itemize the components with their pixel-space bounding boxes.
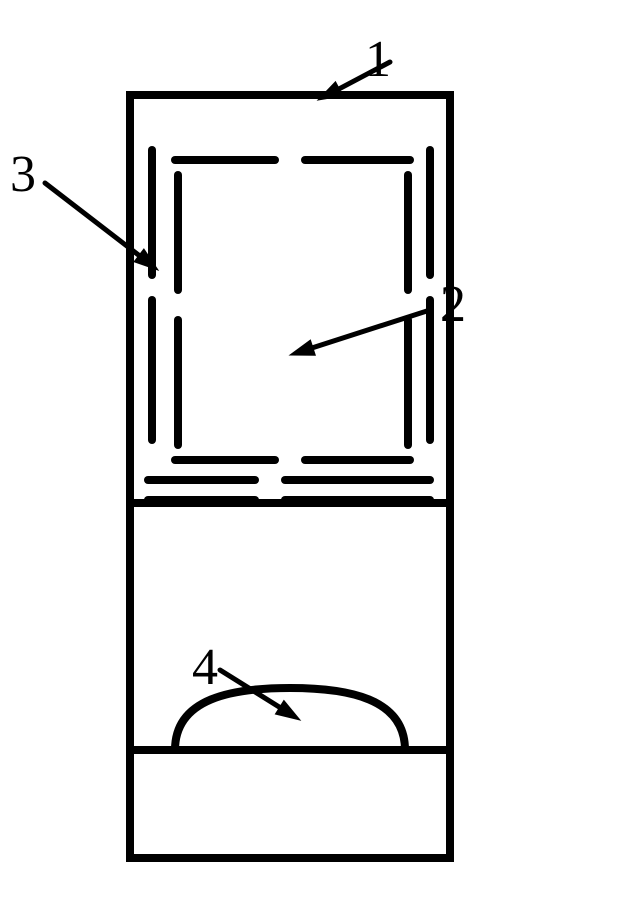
label-4: 4: [192, 638, 218, 697]
label-2: 2: [440, 275, 466, 334]
label-3: 3: [10, 145, 36, 204]
diagram-svg: [0, 0, 636, 902]
label-1: 1: [365, 30, 391, 89]
